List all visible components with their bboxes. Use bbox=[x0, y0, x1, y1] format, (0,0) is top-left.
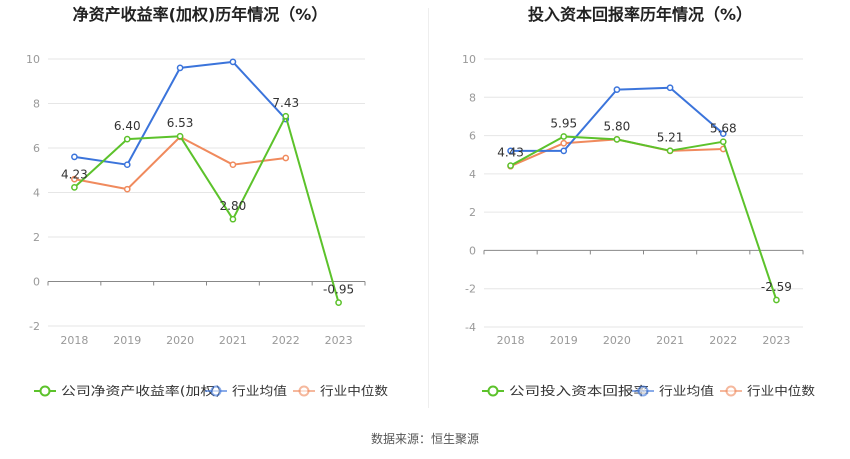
data-point-company bbox=[176, 132, 184, 140]
y-tick-label: 0 bbox=[469, 244, 476, 257]
y-tick-label: 2 bbox=[469, 206, 476, 219]
data-point-industry_avg bbox=[560, 147, 568, 155]
chart-divider bbox=[428, 8, 429, 408]
data-point-company bbox=[123, 135, 131, 143]
x-tick-label: 2019 bbox=[113, 334, 141, 347]
y-tick-label: 2 bbox=[33, 231, 40, 244]
legend-label: 行业均值 bbox=[232, 383, 287, 398]
data-label: 5.80 bbox=[604, 119, 631, 133]
y-tick-label: 4 bbox=[33, 187, 40, 200]
x-tick-label: 2019 bbox=[550, 334, 578, 347]
data-point-company bbox=[507, 162, 514, 169]
data-label: 7.43 bbox=[272, 96, 299, 110]
series-line-industry_median bbox=[510, 138, 724, 168]
y-tick-label: 6 bbox=[469, 130, 476, 143]
x-tick-label: 2022 bbox=[709, 334, 737, 347]
series-line-industry_median bbox=[74, 135, 286, 191]
y-tick-label: 8 bbox=[33, 98, 40, 111]
data-label: 4.43 bbox=[497, 146, 524, 160]
x-tick-label: 2018 bbox=[497, 334, 525, 347]
y-tick-label: -4 bbox=[465, 321, 476, 334]
data-label: 6.53 bbox=[167, 116, 194, 130]
legend-item-industry_median: 行业中位数 bbox=[720, 383, 815, 398]
data-point-company bbox=[719, 138, 727, 146]
data-point-company bbox=[666, 147, 674, 155]
data-point-industry_median bbox=[282, 154, 290, 162]
legend-item-industry_avg: 行业均值 bbox=[632, 383, 714, 398]
data-label: 6.40 bbox=[114, 119, 141, 133]
legend-swatch-marker bbox=[298, 385, 310, 397]
chart-title: 投入资本回报率历年情况（%） bbox=[528, 5, 752, 24]
data-point-industry_avg bbox=[229, 58, 237, 66]
data-label: 5.68 bbox=[710, 122, 737, 136]
data-point-industry_median bbox=[560, 139, 568, 147]
data-point-industry_avg bbox=[123, 161, 131, 169]
y-tick-label: -2 bbox=[465, 283, 476, 296]
legend-label: 公司投入资本回报率 bbox=[509, 383, 649, 398]
x-tick-label: 2023 bbox=[325, 334, 353, 347]
legend-label: 行业均值 bbox=[659, 383, 714, 398]
y-tick-label: 0 bbox=[33, 276, 40, 289]
x-tick-label: 2018 bbox=[60, 334, 88, 347]
series-line-company bbox=[73, 115, 340, 303]
legend-item-company: 公司投入资本回报率 bbox=[482, 383, 649, 398]
chart-1: 净资产收益率(加权)历年情况（%） -2 0 2 4 6 8 10 2018 2019 2020 20… bbox=[26, 5, 388, 398]
data-point-company bbox=[773, 296, 780, 304]
legend-swatch-marker bbox=[39, 385, 51, 397]
y-tick-label: 6 bbox=[33, 142, 40, 155]
data-label: 2.80 bbox=[220, 199, 247, 213]
data-label: 5.95 bbox=[550, 117, 577, 131]
data-point-industry_avg bbox=[666, 84, 674, 92]
y-tick-label: -2 bbox=[29, 320, 40, 333]
data-label: 5.21 bbox=[657, 131, 684, 145]
chart-title: 净资产收益率(加权)历年情况（%） bbox=[73, 5, 328, 24]
data-point-industry_median bbox=[229, 161, 237, 169]
data-point-company bbox=[282, 112, 290, 120]
y-tick-label: 10 bbox=[26, 53, 40, 66]
legend-label: 行业中位数 bbox=[320, 383, 388, 398]
chart-2: 投入资本回报率历年情况（%） -4 -2 0 2 4 6 8 10 2018 2019 2020 202… bbox=[462, 5, 815, 398]
data-source: 数据来源：恒生聚源 bbox=[370, 432, 479, 446]
legend-swatch-marker bbox=[725, 385, 737, 397]
legend-item-industry_median: 行业中位数 bbox=[293, 383, 388, 398]
legend-swatch-marker bbox=[637, 385, 649, 397]
data-point-industry_avg bbox=[613, 86, 621, 93]
data-label: -2.59 bbox=[761, 280, 792, 294]
x-tick-label: 2021 bbox=[219, 334, 247, 347]
legend-label: 行业中位数 bbox=[747, 383, 815, 398]
y-tick-label: 10 bbox=[462, 53, 476, 66]
data-point-industry_avg bbox=[176, 64, 184, 72]
x-tick-label: 2020 bbox=[166, 334, 194, 347]
data-point-company bbox=[560, 133, 568, 140]
data-point-company bbox=[71, 184, 78, 191]
data-point-industry_avg bbox=[719, 130, 727, 138]
data-point-company bbox=[229, 215, 237, 223]
x-tick-label: 2023 bbox=[762, 334, 790, 347]
data-point-industry_avg bbox=[71, 153, 78, 161]
data-point-company bbox=[613, 136, 621, 143]
legend-item-company: 公司净资产收益率(加权) bbox=[34, 383, 221, 398]
series-line-company bbox=[510, 135, 778, 301]
data-point-industry_median bbox=[71, 175, 78, 183]
series-line-industry_avg bbox=[74, 60, 287, 166]
x-tick-label: 2020 bbox=[603, 334, 631, 347]
data-label: 4.23 bbox=[61, 167, 88, 181]
data-point-industry_avg bbox=[507, 147, 514, 155]
x-tick-label: 2022 bbox=[272, 334, 300, 347]
legend-item-industry_avg: 行业均值 bbox=[205, 383, 287, 398]
x-tick-label: 2021 bbox=[656, 334, 684, 347]
legend-swatch-marker bbox=[210, 385, 222, 397]
data-label: -0.95 bbox=[323, 283, 354, 297]
legend-swatch-marker bbox=[487, 385, 499, 397]
data-point-company bbox=[335, 299, 342, 306]
y-tick-label: 4 bbox=[469, 168, 476, 181]
legend-label: 公司净资产收益率(加权) bbox=[61, 383, 221, 398]
y-tick-label: 8 bbox=[469, 91, 476, 104]
data-point-industry_median bbox=[123, 185, 131, 193]
